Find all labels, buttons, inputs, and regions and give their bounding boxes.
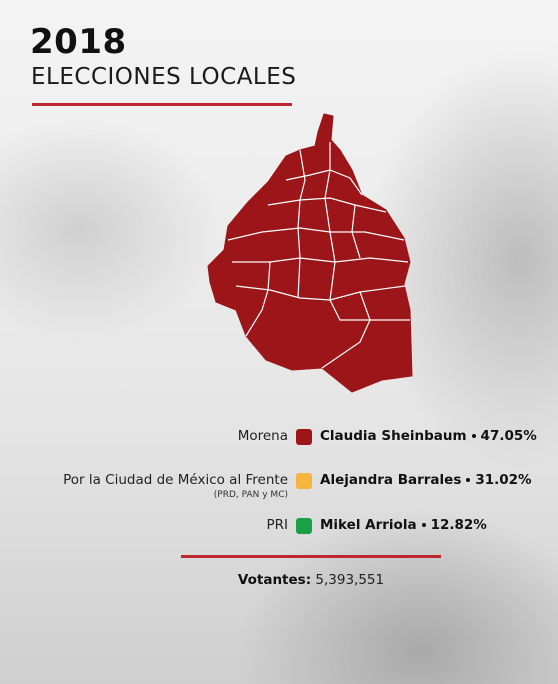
- subtitle: ELECCIONES LOCALES: [31, 64, 297, 90]
- voters-label: Votantes:: [237, 572, 312, 588]
- swatch: [296, 518, 312, 534]
- party-name: Por la Ciudad de México al Frente: [63, 472, 288, 488]
- percent: 12.82%: [430, 517, 487, 533]
- candidate-name: Mikel Arriola: [320, 517, 417, 533]
- separator: [471, 434, 476, 438]
- candidate: Claudia Sheinbaum 47.05%: [320, 428, 537, 444]
- voters: Votantes: 5,393,551: [0, 572, 558, 588]
- separator: [466, 478, 471, 482]
- party-name: PRI: [266, 517, 288, 533]
- percent: 47.05%: [480, 428, 537, 444]
- candidate: Mikel Arriola 12.82%: [320, 517, 487, 533]
- candidate-name: Alejandra Barrales: [320, 472, 462, 488]
- swatch: [296, 429, 312, 445]
- candidate-name: Claudia Sheinbaum: [320, 428, 467, 444]
- separator: [421, 523, 426, 527]
- swatch: [296, 473, 312, 489]
- divider: [181, 555, 441, 558]
- percent: 31.02%: [475, 472, 532, 488]
- borders: [227, 142, 410, 369]
- party-name: Morena: [237, 428, 288, 444]
- candidate: Alejandra Barrales 31.02%: [320, 472, 532, 488]
- divider: [32, 103, 292, 106]
- voters-value: 5,393,551: [315, 572, 385, 588]
- party-note: (PRD, PAN y MC): [213, 490, 288, 500]
- year: 2018: [30, 22, 127, 62]
- city-outline: [207, 113, 413, 393]
